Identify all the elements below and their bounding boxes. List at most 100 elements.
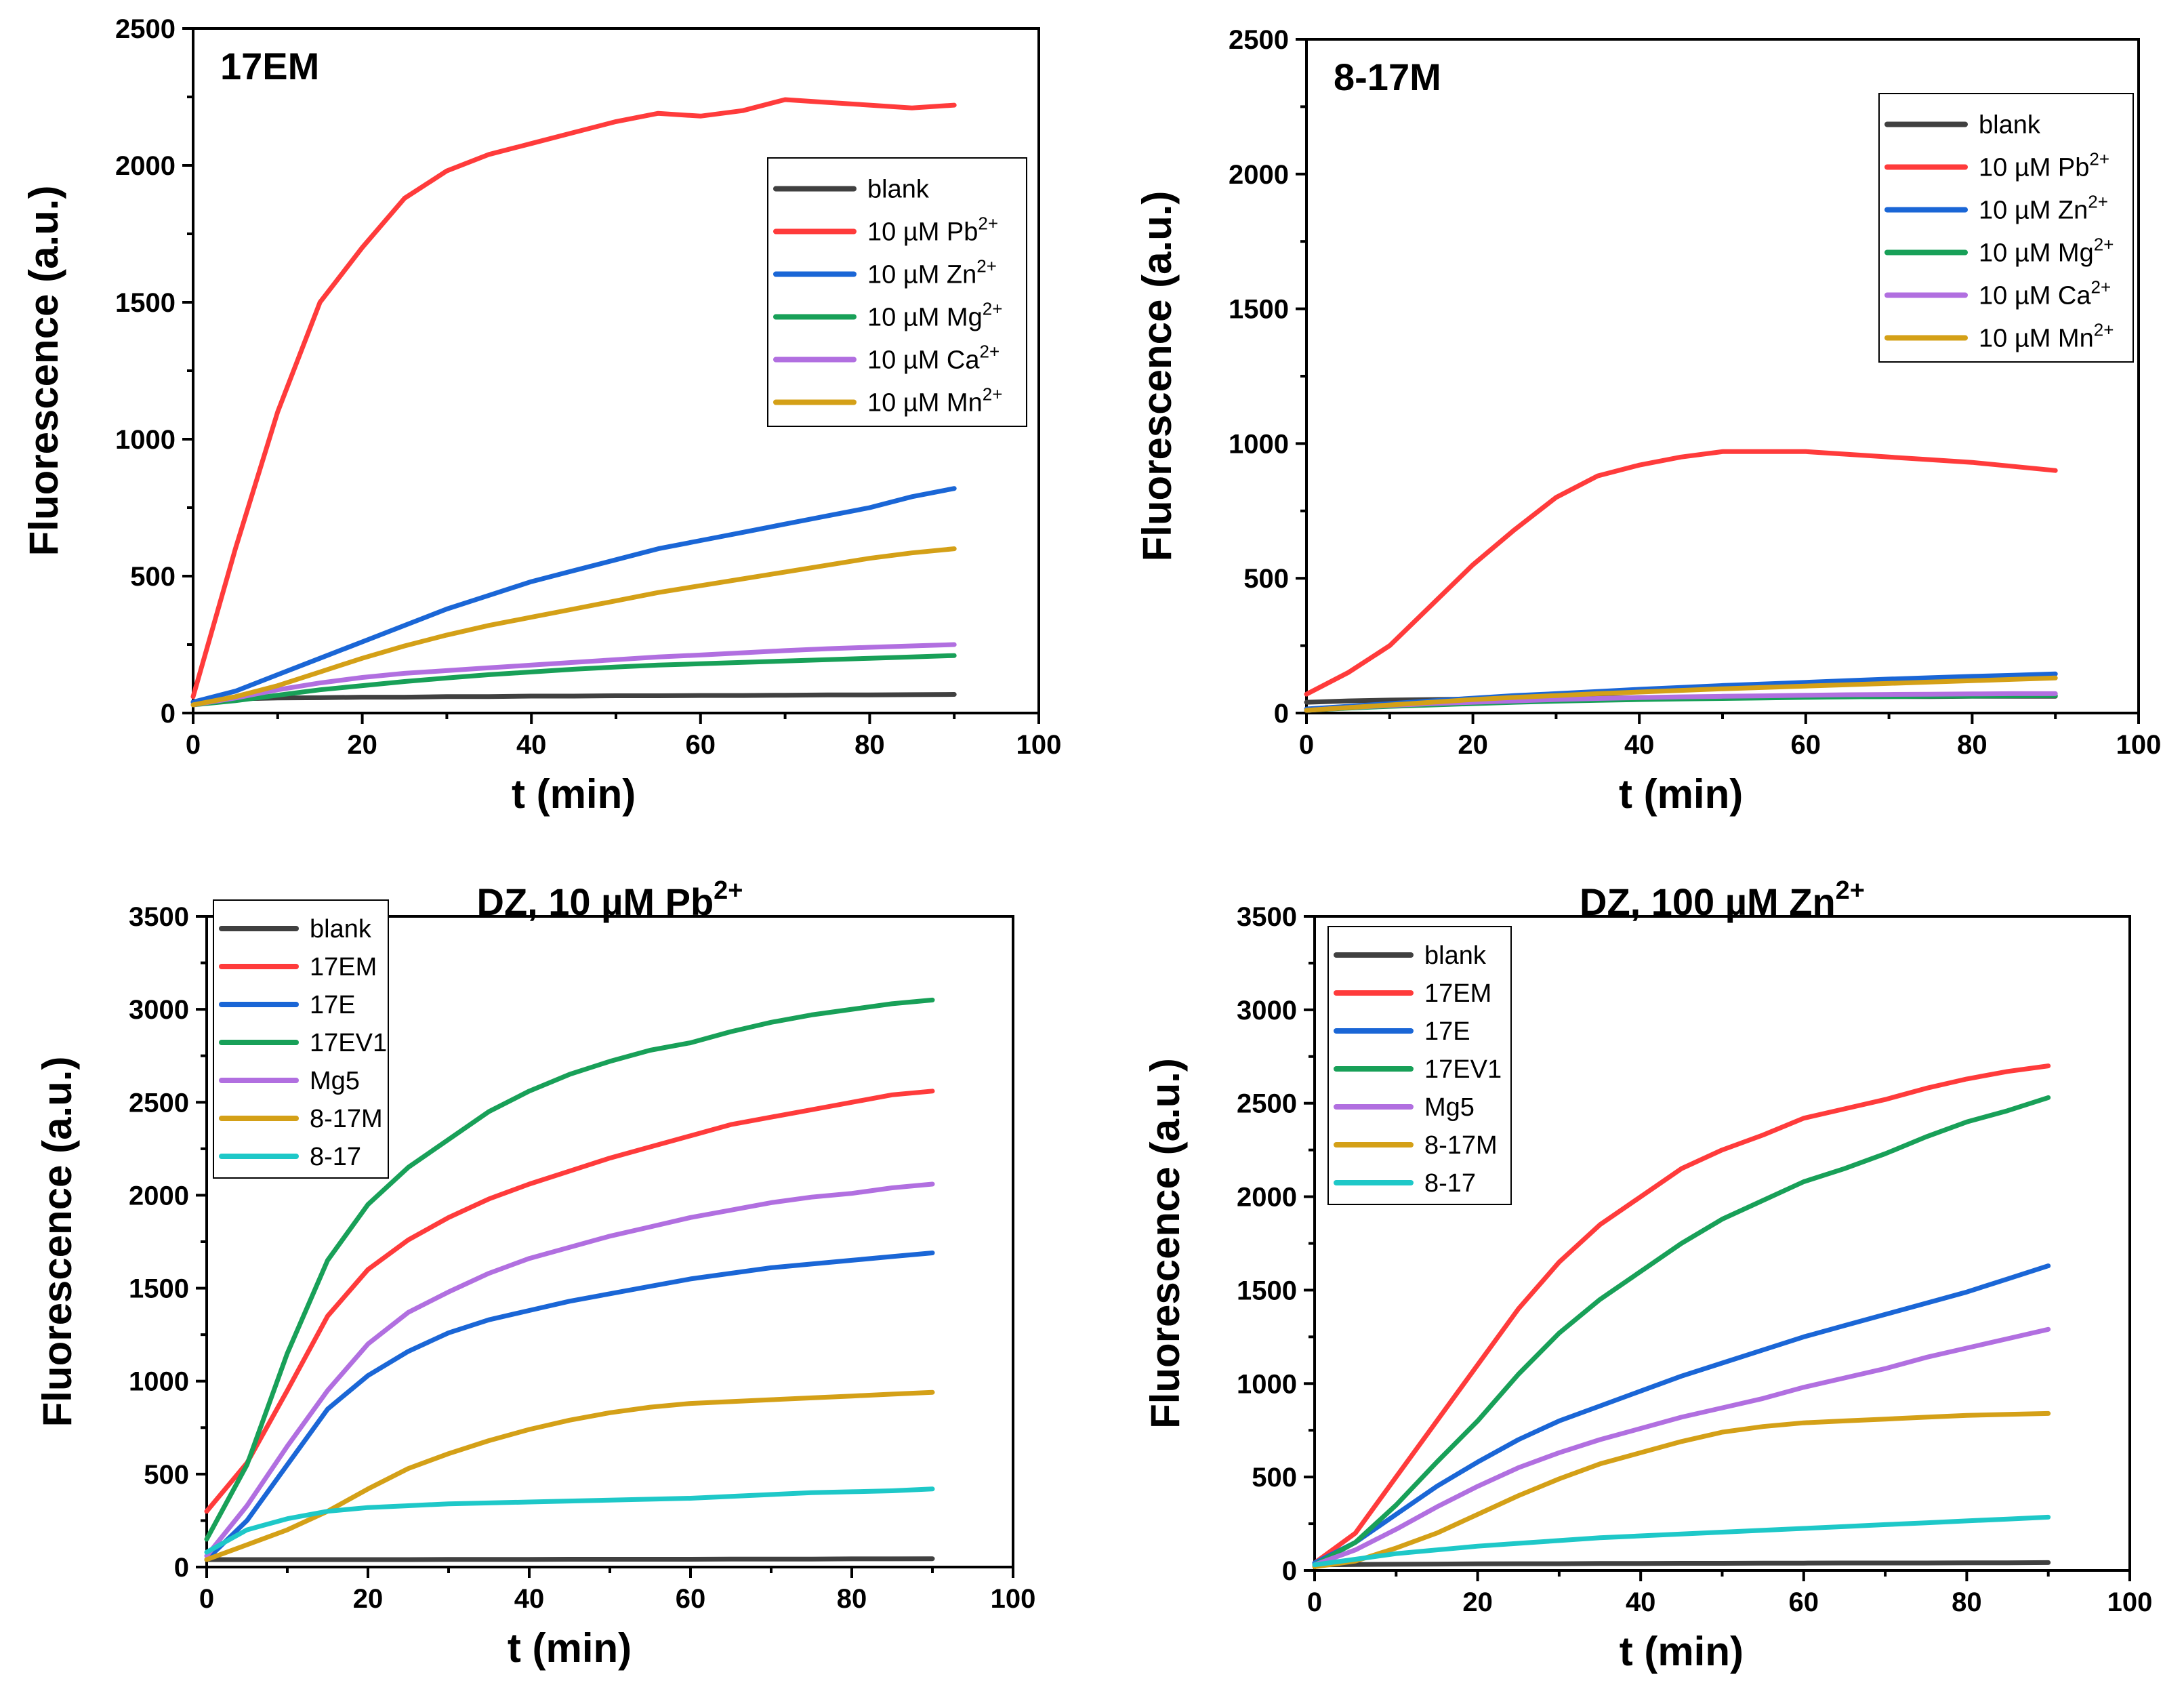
x-tick-label: 20 xyxy=(1458,730,1488,760)
x-tick-label: 40 xyxy=(1626,1587,1656,1617)
y-tick-label: 1500 xyxy=(129,1274,189,1304)
legend-label-text: Mg5 xyxy=(310,1067,360,1095)
legend-label: 8-17 xyxy=(310,1143,361,1171)
panel-title-superscript: 2+ xyxy=(1836,876,1865,905)
legend-label-text: 10 µM Mg xyxy=(1979,239,2094,268)
series-line-17ev1 xyxy=(1312,1095,2051,1568)
legend-label-text: blank xyxy=(1424,941,1487,970)
legend-label: 10 µM Zn2+ xyxy=(1979,192,2108,225)
series-line-10-m-pb xyxy=(1304,449,2058,697)
x-tick-label: 0 xyxy=(1307,1587,1322,1617)
panel-title-text: DZ, 10 µM Pb xyxy=(477,880,714,923)
x-tick-label: 20 xyxy=(1462,1587,1493,1617)
legend-label: 17EV1 xyxy=(310,1029,387,1057)
y-tick-label: 2500 xyxy=(1229,25,1289,55)
series-line-8-17m xyxy=(1312,1410,2051,1569)
series-line-17em xyxy=(1312,1063,2051,1566)
legend-box xyxy=(1327,926,1512,1205)
x-tick-label: 60 xyxy=(1791,730,1821,760)
series-line-17ev1 xyxy=(204,997,935,1542)
legend-label: 17EM xyxy=(1424,979,1491,1008)
legend-label: Mg5 xyxy=(310,1067,360,1095)
legend-label-text: blank xyxy=(1979,111,2041,140)
x-tick-label: 100 xyxy=(991,1584,1036,1614)
series-line-17em xyxy=(204,1089,935,1514)
legend-label: 10 µM Pb2+ xyxy=(867,214,998,247)
legend-label: 10 µM Mg2+ xyxy=(1979,235,2114,268)
legend-label: blank xyxy=(867,176,930,204)
x-tick-label: 60 xyxy=(686,730,716,760)
x-tick-label: 0 xyxy=(186,730,201,760)
x-axis-title: t (min) xyxy=(508,1625,632,1671)
panel-title-superscript: 2+ xyxy=(714,876,743,905)
series-line-8-17 xyxy=(1312,1514,2051,1568)
legend-label: 10 µM Ca2+ xyxy=(1979,277,2111,310)
y-tick-label: 1000 xyxy=(1237,1369,1297,1399)
legend-label-superscript: 2+ xyxy=(978,214,998,234)
legend-label-text: 8-17M xyxy=(310,1105,383,1133)
panel-title-text: 17EM xyxy=(220,45,319,87)
legend-label-superscript: 2+ xyxy=(980,342,1000,362)
y-tick-label: 2000 xyxy=(1237,1183,1297,1213)
x-axis-title: t (min) xyxy=(512,771,636,817)
legend-label-text: 10 µM Pb xyxy=(867,218,978,247)
legend-label-text: 17EV1 xyxy=(1424,1055,1502,1084)
legend-label: blank xyxy=(1979,111,2041,140)
legend-label-text: 17EM xyxy=(310,953,377,981)
legend-label-text: 10 µM Mn xyxy=(1979,325,2094,353)
legend-label-text: 10 µM Zn xyxy=(867,261,976,289)
y-tick-label: 2500 xyxy=(115,14,176,44)
legend-label-text: 10 µM Ca xyxy=(867,346,980,375)
series-line-10-m-mn xyxy=(1304,675,2058,713)
y-axis-title: Fluorescence (a.u.) xyxy=(1134,191,1180,562)
x-tick-label: 80 xyxy=(1952,1587,1982,1617)
legend-label: 10 µM Zn2+ xyxy=(867,256,997,289)
x-tick-label: 20 xyxy=(353,1584,384,1614)
legend-label-superscript: 2+ xyxy=(2094,320,2114,340)
legend-label-text: 10 µM Pb xyxy=(1979,154,2089,182)
y-tick-label: 2000 xyxy=(115,151,176,181)
y-tick-label: 500 xyxy=(1243,564,1289,594)
legend-label-text: 10 µM Ca xyxy=(1979,282,2091,310)
series-line-10-m-ca xyxy=(190,642,957,708)
legend-label: 17EM xyxy=(310,953,377,981)
y-tick-label: 2000 xyxy=(1229,160,1289,190)
x-tick-label: 40 xyxy=(514,1584,545,1614)
legend-label-superscript: 2+ xyxy=(2089,149,2109,169)
x-axis-title: t (min) xyxy=(1619,771,1743,817)
x-tick-label: 40 xyxy=(1624,730,1655,760)
legend-label: 17E xyxy=(310,991,356,1019)
y-tick-label: 500 xyxy=(144,1460,189,1490)
legend-label-text: 10 µM Zn xyxy=(1979,197,2088,225)
chart-panel-4: 0 20 40 60 80 1000500100015002000250030003500… xyxy=(1142,876,2152,1674)
legend-label-text: 17E xyxy=(1424,1017,1470,1046)
y-tick-label: 2000 xyxy=(129,1181,189,1211)
legend-label: 17E xyxy=(1424,1017,1470,1046)
y-tick-label: 500 xyxy=(130,562,176,592)
legend-label-text: 17EM xyxy=(1424,979,1491,1008)
y-tick-label: 0 xyxy=(161,699,176,729)
legend-label-superscript: 2+ xyxy=(2088,192,2108,212)
legend-label: 8-17M xyxy=(310,1105,383,1133)
y-axis-title: Fluorescence (a.u.) xyxy=(21,186,66,556)
y-tick-label: 1000 xyxy=(115,425,176,455)
y-tick-label: 2500 xyxy=(129,1088,189,1118)
legend-label-superscript: 2+ xyxy=(976,256,997,277)
y-tick-label: 1500 xyxy=(1237,1276,1297,1305)
series-line-blank xyxy=(1312,1560,2051,1568)
x-tick-label: 20 xyxy=(347,730,377,760)
legend-label-text: 10 µM Mg xyxy=(867,304,983,332)
y-tick-label: 1000 xyxy=(129,1367,189,1397)
x-tick-label: 60 xyxy=(1789,1587,1819,1617)
x-axis-title: t (min) xyxy=(1620,1629,1744,1674)
panel-title: 17EM xyxy=(220,45,319,87)
legend-label-text: 8-17 xyxy=(1424,1169,1476,1198)
series-line-10-m-mn xyxy=(190,546,957,708)
legend-label: 10 µM Mn2+ xyxy=(867,384,1002,418)
legend-label-superscript: 2+ xyxy=(983,299,1003,319)
x-tick-label: 0 xyxy=(199,1584,214,1614)
legend-label: 10 µM Mg2+ xyxy=(867,299,1002,332)
x-tick-label: 100 xyxy=(1016,730,1062,760)
